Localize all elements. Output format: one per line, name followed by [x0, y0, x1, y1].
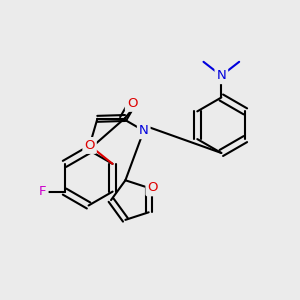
Text: F: F — [39, 185, 46, 198]
Text: O: O — [84, 139, 95, 152]
Text: O: O — [127, 97, 137, 110]
Text: O: O — [147, 181, 158, 194]
Text: N: N — [139, 124, 148, 137]
Text: N: N — [217, 69, 226, 82]
